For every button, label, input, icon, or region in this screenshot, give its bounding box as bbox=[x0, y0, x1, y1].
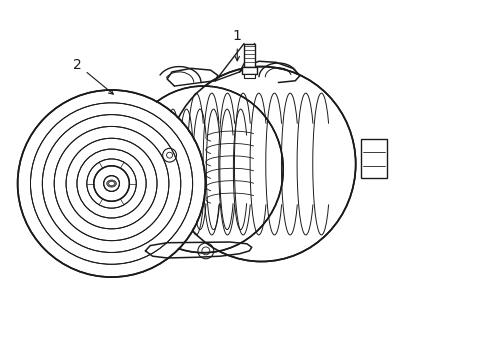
Text: 1: 1 bbox=[232, 30, 241, 61]
Circle shape bbox=[19, 91, 204, 276]
Bar bbox=[244, 44, 254, 67]
Text: 2: 2 bbox=[73, 58, 113, 94]
Ellipse shape bbox=[168, 67, 354, 261]
Bar bbox=[360, 139, 386, 178]
Bar bbox=[242, 67, 256, 74]
Ellipse shape bbox=[124, 87, 282, 252]
Bar bbox=[244, 74, 254, 78]
